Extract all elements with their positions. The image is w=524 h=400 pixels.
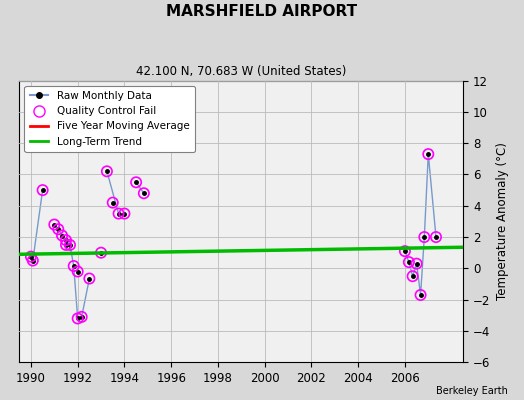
Text: MARSHFIELD AIRPORT: MARSHFIELD AIRPORT [167, 4, 357, 19]
Point [78, 314, 86, 320]
Point [66, 242, 74, 248]
Title: 42.100 N, 70.683 W (United States): 42.100 N, 70.683 W (United States) [136, 65, 346, 78]
Point [412, 260, 421, 267]
Legend: Raw Monthly Data, Quality Control Fail, Five Year Moving Average, Long-Term Tren: Raw Monthly Data, Quality Control Fail, … [25, 86, 195, 152]
Point [401, 248, 409, 254]
Point [417, 292, 425, 298]
Point [85, 275, 94, 282]
Point [62, 242, 70, 248]
Point [424, 151, 432, 157]
Point [73, 315, 82, 322]
Y-axis label: Temperature Anomaly (°C): Temperature Anomaly (°C) [496, 142, 509, 300]
Point [114, 210, 123, 217]
Point [70, 263, 78, 269]
Point [50, 221, 59, 228]
Point [38, 187, 47, 193]
Point [405, 259, 413, 265]
Point [139, 190, 148, 196]
Text: Berkeley Earth: Berkeley Earth [436, 386, 508, 396]
Point [54, 226, 62, 232]
Point [108, 200, 117, 206]
Point [103, 168, 111, 174]
Point [27, 254, 35, 260]
Point [62, 237, 70, 243]
Point [408, 273, 417, 279]
Point [29, 257, 37, 264]
Point [132, 179, 140, 186]
Point [432, 234, 440, 240]
Point [73, 268, 82, 275]
Point [58, 232, 66, 239]
Point [420, 234, 429, 240]
Point [97, 250, 105, 256]
Point [120, 210, 128, 217]
